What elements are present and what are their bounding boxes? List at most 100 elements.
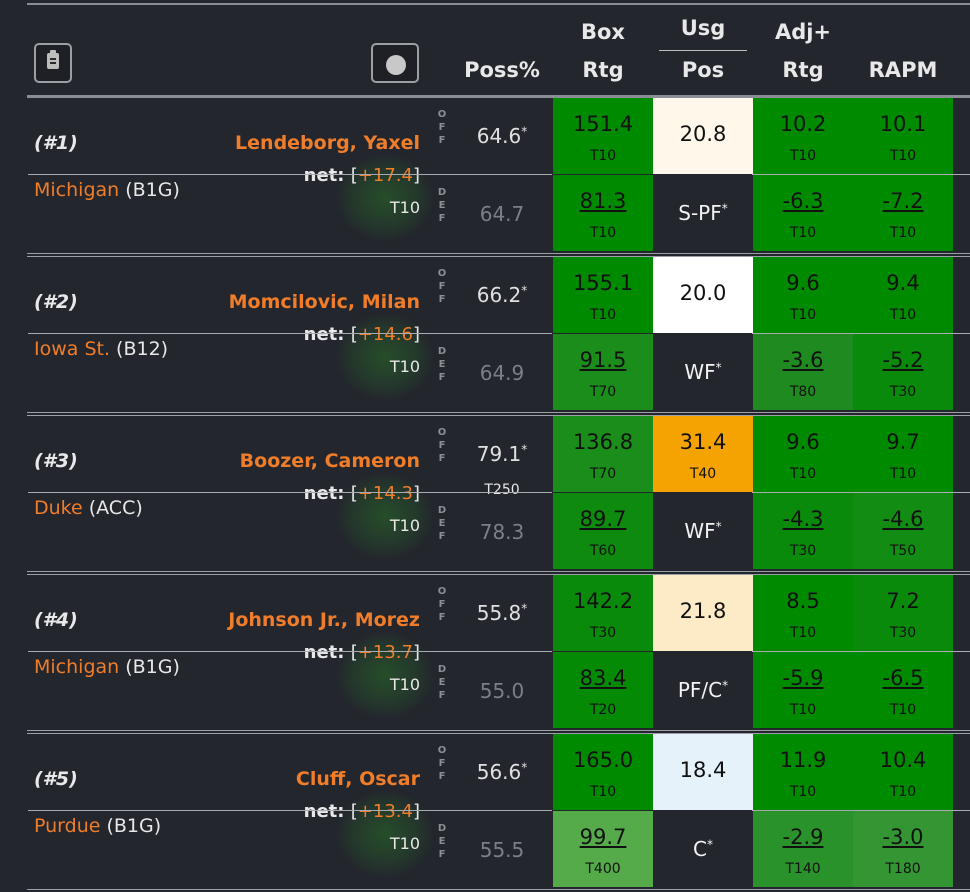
col-header-box-top[interactable]: Box <box>581 20 625 44</box>
rapm-off: 7.2 T30 <box>853 575 953 651</box>
player-team: Iowa St. (B12) <box>34 338 168 360</box>
net-rank: T10 <box>389 834 420 853</box>
top-rule <box>27 3 970 5</box>
col-header-usg[interactable]: Usg <box>680 16 726 40</box>
player-team: Purdue (B1G) <box>34 815 161 837</box>
box-rtg-def: 81.3 T10 <box>553 175 653 251</box>
usg-off: 18.4 <box>653 734 753 810</box>
poss-def: 55.0 <box>479 679 525 703</box>
block-divider <box>27 889 970 891</box>
circle-button[interactable] <box>371 43 419 83</box>
clipboard-icon <box>47 50 59 69</box>
net-rating: net: [+14.3] <box>303 483 420 504</box>
player-name-link[interactable]: Momcilovic, Milan <box>228 291 420 313</box>
box-rtg-off: 151.4 T10 <box>553 98 653 174</box>
net-rating: net: [+13.7] <box>303 642 420 663</box>
row-divider <box>28 492 552 493</box>
position-def: C* <box>653 811 753 887</box>
box-rtg-off: 165.0 T10 <box>553 734 653 810</box>
player-name-link[interactable]: Boozer, Cameron <box>239 450 420 472</box>
team-link[interactable]: Purdue <box>34 815 101 837</box>
row-divider <box>28 333 552 334</box>
player-name-link[interactable]: Cluff, Oscar <box>295 768 420 790</box>
poss-off: 56.6* <box>476 760 528 784</box>
team-link[interactable]: Michigan <box>34 656 120 678</box>
col-header-adj-bot[interactable]: Rtg <box>782 58 824 82</box>
player-rank: (#5) <box>34 768 78 790</box>
team-conf: (B1G) <box>125 179 180 201</box>
col-header-rapm[interactable]: RAPM <box>868 58 938 82</box>
net-label: net: <box>303 324 345 345</box>
player-team: Duke (ACC) <box>34 497 143 519</box>
net-glow <box>335 471 435 561</box>
player-name-link[interactable]: Johnson Jr., Morez <box>228 609 420 631</box>
adj-rtg-def: -4.3 T30 <box>753 493 853 569</box>
block-divider <box>27 412 970 416</box>
box-rtg-def: 91.5 T70 <box>553 334 653 410</box>
header-rule <box>27 95 970 98</box>
rapm-off: 10.1 T10 <box>853 98 953 174</box>
net-rating: net: [+13.4] <box>303 801 420 822</box>
position-def: WF* <box>653 334 753 410</box>
block-divider <box>27 730 970 734</box>
clipboard-button[interactable] <box>34 43 72 83</box>
col-header-poss[interactable]: Poss% <box>464 58 540 82</box>
net-label: net: <box>303 642 345 663</box>
row-divider <box>28 174 552 175</box>
rapm-off: 9.7 T10 <box>853 416 953 492</box>
poss-rank: T250 <box>484 482 520 498</box>
team-link[interactable]: Michigan <box>34 179 120 201</box>
team-link[interactable]: Duke <box>34 497 83 519</box>
net-rating: net: [+17.4] <box>303 165 420 186</box>
team-conf: (B1G) <box>106 815 162 837</box>
circle-button-icon <box>386 55 406 75</box>
box-rtg-off: 136.8 T70 <box>553 416 653 492</box>
net-value: +14.3 <box>357 483 413 504</box>
rapm-def: -6.5 T10 <box>853 652 953 728</box>
table-header: Poss% Box Rtg Usg Pos Adj+ Rtg RAPM <box>0 0 970 98</box>
usg-off: 21.8 <box>653 575 753 651</box>
net-glow <box>335 153 435 243</box>
player-team: Michigan (B1G) <box>34 656 180 678</box>
player-row: (#2) Iowa St. (B12) Momcilovic, Milan net: … <box>0 257 970 416</box>
team-link[interactable]: Iowa St. <box>34 338 110 360</box>
row-divider <box>752 174 970 175</box>
player-name-link[interactable]: Lendeborg, Yaxel <box>235 132 420 154</box>
adj-rtg-off: 11.9 T10 <box>753 734 853 810</box>
rapm-def: -7.2 T10 <box>853 175 953 251</box>
row-divider <box>752 333 970 334</box>
position-def: WF* <box>653 493 753 569</box>
poss-off: 64.6* <box>476 124 528 148</box>
adj-rtg-def: -6.3 T10 <box>753 175 853 251</box>
usg-off: 20.8 <box>653 98 753 174</box>
net-glow <box>335 312 435 402</box>
rapm-off: 9.4 T10 <box>853 257 953 333</box>
net-label: net: <box>303 801 345 822</box>
adj-rtg-def: -5.9 T10 <box>753 652 853 728</box>
adj-rtg-off: 8.5 T10 <box>753 575 853 651</box>
col-header-adj-top[interactable]: Adj+ <box>774 20 832 44</box>
net-value: +17.4 <box>357 165 413 186</box>
poss-def: 64.9 <box>479 361 525 385</box>
team-conf: (B12) <box>116 338 169 360</box>
row-divider <box>28 810 552 811</box>
net-rating: net: [+14.6] <box>303 324 420 345</box>
box-rtg-off: 155.1 T10 <box>553 257 653 333</box>
adj-rtg-def: -3.6 T80 <box>753 334 853 410</box>
poss-def: 64.7 <box>479 202 525 226</box>
player-rank: (#3) <box>34 450 78 472</box>
col-header-box-bot[interactable]: Rtg <box>582 58 624 82</box>
position-def: PF/C* <box>653 652 753 728</box>
rapm-off: 10.4 T10 <box>853 734 953 810</box>
col-header-pos[interactable]: Pos <box>681 58 725 82</box>
net-rank: T10 <box>389 357 420 376</box>
adj-rtg-def: -2.9 T140 <box>753 811 853 887</box>
row-divider <box>752 651 970 652</box>
net-value: +14.6 <box>357 324 413 345</box>
poss-off: 79.1* <box>476 442 528 466</box>
